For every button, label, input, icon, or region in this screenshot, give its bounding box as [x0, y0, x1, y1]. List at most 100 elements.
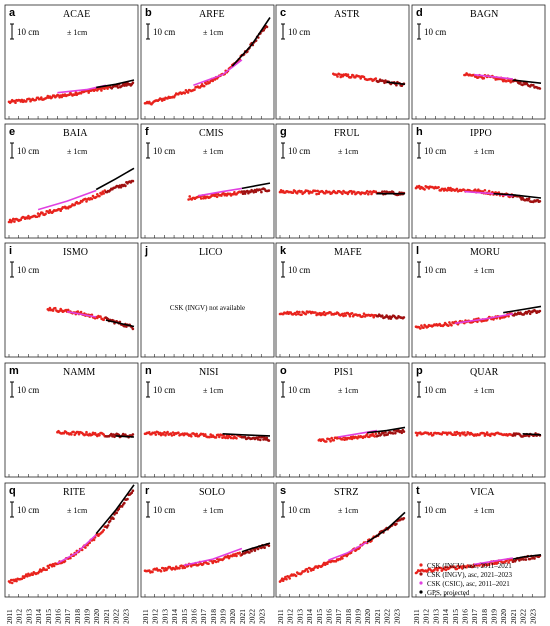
data-point: [204, 433, 207, 436]
panel-letter: m: [9, 365, 19, 377]
data-point: [12, 217, 15, 221]
year-tick-label: 2015: [44, 609, 53, 624]
data-point: [252, 191, 256, 194]
data-point: [66, 308, 70, 312]
station-name: ASTR: [334, 9, 360, 20]
data-point: [74, 91, 78, 94]
data-point: [263, 546, 266, 549]
data-point: [477, 76, 480, 79]
scale-label: 10 cm: [424, 385, 446, 395]
data-point: [232, 192, 235, 196]
panel-frame: [140, 4, 275, 120]
panel-frame: [411, 4, 546, 120]
data-point: [347, 312, 351, 316]
panel-letter: a: [9, 7, 16, 19]
data-point: [356, 437, 359, 440]
data-point: [521, 83, 524, 87]
data-point: [148, 431, 151, 434]
data-point: [395, 522, 398, 526]
scale-label: 10 cm: [17, 146, 39, 156]
data-point: [371, 432, 374, 436]
year-tick-label: 2013: [431, 609, 440, 624]
data-point: [76, 310, 80, 313]
data-point: [450, 324, 453, 327]
series-line: [193, 59, 243, 87]
panel-letter: b: [145, 7, 152, 19]
panel-j: j LICO CSK (INGV) not available: [140, 242, 275, 358]
data-point: [58, 309, 61, 313]
data-point: [9, 578, 13, 582]
year-tick-label: 2014: [441, 609, 450, 624]
data-point: [207, 562, 210, 565]
data-point: [365, 189, 369, 193]
panel-frame: [275, 4, 410, 120]
data-point: [102, 528, 105, 532]
year-tick-label: 2018: [209, 609, 218, 624]
data-point: [456, 564, 460, 568]
data-point: [283, 577, 286, 581]
data-point: [384, 431, 387, 434]
data-point: [90, 197, 94, 201]
data-point: [229, 436, 233, 440]
year-tick-label: 2015: [180, 609, 189, 624]
data-point: [314, 189, 317, 193]
station-name: MAFE: [334, 247, 362, 258]
data-point: [491, 562, 494, 566]
data-point: [300, 313, 303, 317]
data-point: [280, 577, 284, 580]
data-point: [346, 73, 350, 76]
data-point: [8, 218, 12, 222]
panel-g: g FRUL 10 cm ± 1cm: [275, 123, 410, 239]
data-point: [481, 564, 485, 568]
series-line: [493, 192, 542, 199]
data-point: [205, 82, 208, 86]
data-point: [294, 313, 298, 316]
data-point: [298, 310, 301, 314]
data-point: [497, 191, 501, 194]
scale-label: 10 cm: [17, 505, 39, 515]
panel-letter: q: [9, 485, 16, 497]
data-point: [241, 192, 245, 195]
data-point: [417, 184, 421, 188]
station-name: VICA: [470, 487, 495, 498]
scale-label: 10 cm: [288, 505, 310, 515]
panel-frame: [275, 123, 410, 239]
data-point: [226, 436, 230, 440]
data-point: [243, 435, 247, 439]
data-point: [256, 547, 260, 551]
data-point: [362, 75, 366, 79]
legend-marker: [419, 590, 423, 594]
data-point: [173, 94, 177, 97]
data-point: [154, 433, 158, 436]
scale-label: 10 cm: [153, 385, 175, 395]
data-point: [259, 438, 262, 442]
data-point: [85, 200, 88, 203]
data-point: [348, 314, 352, 318]
data-point: [45, 568, 48, 571]
series-line: [367, 426, 406, 434]
data-point: [527, 197, 531, 200]
station-name: NISI: [199, 367, 218, 378]
data-point: [171, 431, 175, 434]
panel-o: o PIS1 10 cm ± 1cm: [275, 362, 410, 478]
data-point: [381, 314, 384, 318]
data-point: [199, 84, 203, 88]
data-point: [238, 551, 241, 555]
data-point: [79, 310, 83, 314]
error-label: ± 1cm: [67, 147, 88, 156]
data-point: [365, 433, 369, 436]
year-tick-label: 2012: [286, 609, 295, 624]
data-point: [131, 81, 135, 84]
panel-letter: g: [280, 126, 287, 138]
data-point: [344, 314, 348, 317]
year-tick-label: 2011: [5, 609, 14, 624]
data-point: [339, 75, 343, 79]
data-point: [181, 566, 184, 570]
data-point: [265, 436, 269, 440]
legend-marker: [419, 563, 423, 567]
station-name: FRUL: [334, 128, 360, 139]
data-point: [465, 433, 468, 436]
data-point: [173, 567, 177, 571]
data-point: [28, 97, 31, 101]
year-tick-label: 2017: [199, 609, 208, 624]
